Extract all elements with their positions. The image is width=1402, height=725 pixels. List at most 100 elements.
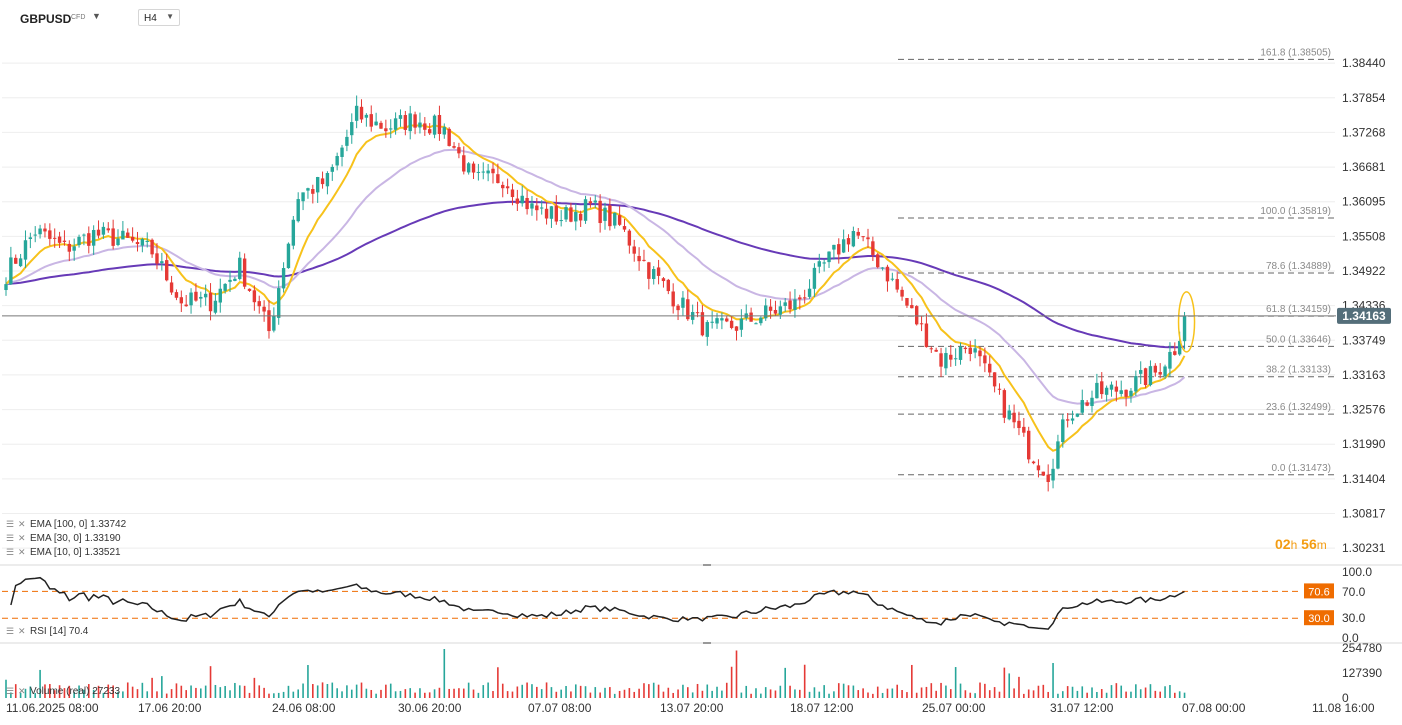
- candle-body: [1095, 382, 1099, 399]
- legend-rsi[interactable]: ☰ ✕ RSI [14] 70.4: [6, 625, 88, 638]
- candle-body: [374, 121, 378, 126]
- volume-bar: [799, 689, 801, 698]
- candle-body: [1061, 419, 1065, 443]
- volume-bar: [531, 684, 533, 698]
- candle-body: [486, 170, 490, 174]
- candle-body: [1109, 384, 1114, 390]
- volume-bar: [1032, 690, 1035, 698]
- volume-bar: [638, 688, 640, 698]
- settings-icon[interactable]: ☰: [6, 626, 15, 636]
- volume-bar: [911, 664, 913, 698]
- volume-bar: [979, 682, 981, 698]
- volume-bar: [312, 684, 314, 698]
- settings-icon[interactable]: ☰: [6, 519, 15, 529]
- settings-icon[interactable]: ☰: [6, 533, 15, 543]
- legend-ema100[interactable]: ☰ ✕ EMA [100, 0] 1.33742: [6, 518, 126, 531]
- candle-body: [1168, 351, 1172, 369]
- candle-body: [934, 349, 938, 352]
- close-icon[interactable]: ✕: [18, 519, 26, 529]
- volume-bar: [876, 686, 879, 698]
- candle-body: [846, 238, 851, 245]
- candle-body: [861, 236, 865, 238]
- candle-body: [252, 290, 257, 303]
- volume-bar: [867, 692, 869, 698]
- settings-icon[interactable]: ☰: [6, 547, 15, 557]
- x-tick-label: 24.06 08:00: [272, 701, 336, 715]
- candle-body: [617, 215, 622, 225]
- volume-bar: [891, 688, 894, 698]
- volume-bar: [404, 689, 407, 698]
- fib-level-label: 38.2 (1.33133): [1266, 365, 1331, 376]
- volume-bar: [136, 689, 139, 698]
- fib-level-label: 23.6 (1.32499): [1266, 402, 1331, 413]
- close-icon[interactable]: ✕: [18, 626, 26, 636]
- volume-bar: [696, 683, 699, 698]
- settings-icon[interactable]: ☰: [6, 686, 15, 696]
- candle-body: [1027, 430, 1031, 460]
- candle-body: [754, 323, 758, 325]
- legend-ema10[interactable]: ☰ ✕ EMA [10, 0] 1.33521: [6, 546, 121, 559]
- timeframe-dropdown[interactable]: H4 ▼: [138, 9, 180, 26]
- volume-bar: [53, 690, 56, 698]
- rsi-line: [10, 576, 1185, 630]
- volume-bar: [599, 692, 601, 698]
- countdown-minutes: 56: [1301, 536, 1317, 552]
- candle-body: [155, 253, 159, 264]
- volume-bar: [102, 692, 105, 698]
- volume-bar: [487, 682, 489, 698]
- volume-bar: [716, 686, 718, 698]
- volume-bar: [813, 687, 816, 698]
- volume-bar: [1008, 673, 1011, 698]
- candle-body: [588, 201, 593, 204]
- volume-bar: [1037, 685, 1040, 698]
- y-tick-label: 1.31990: [1342, 437, 1386, 451]
- close-icon[interactable]: ✕: [18, 547, 26, 557]
- x-tick-label: 13.07 20:00: [660, 701, 724, 715]
- volume-bar: [482, 685, 485, 698]
- volume-bar: [112, 685, 114, 698]
- symbol-selector[interactable]: GBPUSD: [20, 12, 72, 26]
- volume-bar: [648, 684, 650, 698]
- volume-bar: [268, 693, 270, 698]
- volume-bar: [501, 683, 504, 698]
- volume-bar: [506, 691, 509, 698]
- legend-volume[interactable]: ☰ ✕ Volume (real) 27233: [6, 685, 120, 698]
- candle-body: [544, 208, 549, 219]
- volume-bar: [424, 692, 426, 698]
- candle-body: [1051, 468, 1055, 481]
- candle-body: [622, 226, 627, 230]
- volume-bar: [370, 689, 373, 698]
- volume-bar: [954, 667, 957, 698]
- candle-body: [1075, 413, 1080, 417]
- candle-body: [33, 234, 37, 236]
- volume-bar: [1076, 690, 1079, 698]
- close-icon[interactable]: ✕: [18, 533, 26, 543]
- candle-body: [992, 372, 997, 387]
- y-tick-label: 1.33163: [1342, 368, 1386, 382]
- close-icon[interactable]: ✕: [18, 686, 26, 696]
- volume-bar: [584, 686, 587, 698]
- volume-bar: [24, 688, 27, 698]
- candle-body: [1104, 387, 1109, 395]
- volume-tick-label: 254780: [1342, 641, 1382, 655]
- x-tick-label: 07.08 00:00: [1182, 701, 1246, 715]
- x-tick-label: 18.07 12:00: [790, 701, 854, 715]
- volume-bar: [1164, 686, 1166, 698]
- volume-bar: [1042, 684, 1045, 698]
- chevron-down-icon[interactable]: ▼: [92, 11, 101, 21]
- candle-body: [1036, 465, 1041, 471]
- candle-body: [272, 315, 276, 331]
- volume-bar: [711, 690, 713, 698]
- candle-body: [1056, 441, 1060, 469]
- volume-bar: [920, 687, 923, 698]
- volume-bar: [570, 691, 572, 698]
- volume-bar: [833, 691, 835, 698]
- volume-bar: [1135, 684, 1137, 698]
- volume-bar: [935, 690, 937, 698]
- volume-bar: [448, 688, 450, 698]
- legend-ema30[interactable]: ☰ ✕ EMA [30, 0] 1.33190: [6, 532, 121, 545]
- volume-bar: [34, 693, 37, 698]
- volume-bar: [92, 689, 95, 698]
- volume-bar: [760, 693, 762, 698]
